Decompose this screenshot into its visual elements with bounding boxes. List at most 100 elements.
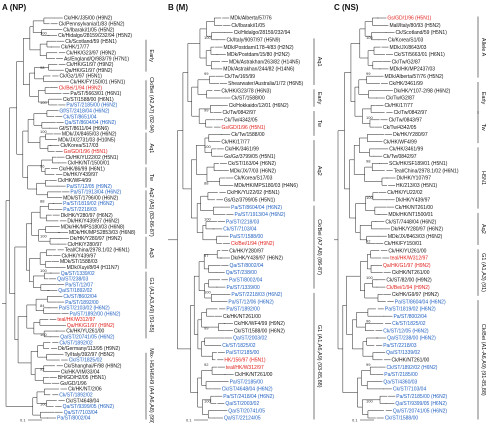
leaf-label: Dk/HK/Y107-2/98 (H6N2) [394, 88, 451, 94]
leaf-label: Pa/ST/8604/04 (H6N2) [231, 205, 282, 211]
leaf-label: Gs/GD/1/96 (H5N1) [64, 149, 108, 155]
bootstrap-value: 99 [366, 362, 371, 367]
leaf-label: MDk/Xuyi/8/04 (H11N7) [67, 265, 120, 271]
leaf-label: Qa/ST/2003/02 [225, 401, 259, 407]
leaf-label: Ck/HK/YU261/00 [66, 329, 104, 335]
leaf-label: MDk/Postdam/178-4/83 (H2N2) [223, 45, 293, 51]
leaf-label: Ck/ST/82/00 (H9N2) [386, 278, 432, 284]
leaf-label: Ck/HK/YU261/00 [388, 248, 426, 254]
leaf-label: Qa/ST/22124/05 [224, 416, 261, 422]
leaf-label: Pa/ST/2185/00 [384, 372, 418, 378]
bootstrap-value: 98 [366, 158, 371, 163]
leaf-label: MDk/JX/8465/03 (H6N2) [62, 132, 117, 138]
leaf-label: Ck/ST/1825/02 [392, 321, 426, 327]
bootstrap-value: 88 [40, 199, 45, 204]
leaf-label: teal/HK/W312/97 [226, 365, 264, 371]
leaf-label: Pa/ST/8002/04 [229, 278, 263, 284]
clade-label: Early [148, 49, 154, 62]
leaf-label: Ck/Scotland/59 (H5N1) [395, 30, 447, 36]
leaf-label: Pa/ST/1892/00 [65, 300, 99, 306]
leaf-label: Dk/Germany/113/95 (H9N2) [58, 346, 120, 352]
leaf-label: Ck/Ibaraki/1/05 (H5N2) [63, 27, 114, 33]
bootstrap-value: 99 [204, 71, 209, 76]
leaf-label: Pa/ST/2218/03 [63, 207, 97, 213]
leaf-label: Pa/ST/2218/03 (H6N2) [231, 292, 282, 298]
leaf-label: Ck/Tw/165/99 [225, 74, 256, 80]
leaf-label: Qa/HK/G1/97 (H9N2) [65, 68, 113, 74]
leaf-label: Ck/ST/8651/04 [63, 114, 97, 120]
leaf-label: As/England/Q/983/79 (H7N1) [64, 56, 129, 62]
bootstrap-value: 97 [204, 253, 209, 258]
leaf-label: Ck/ST/1588/00 (H6N1) [63, 97, 114, 103]
bootstrap-value: 92 [204, 362, 209, 367]
leaf-label: Ck/HK/3461/99 [389, 147, 423, 153]
leaf-label: Ck/HK/G23/78 (H6N3) [221, 88, 271, 94]
leaf-label: Ck/ST/1588/00 [385, 416, 419, 422]
leaf-label: Ck/Korea/S1/03 [388, 38, 424, 44]
leaf-label: Dk/HK/Y280/97 (H6N2) [391, 227, 443, 233]
clade-label: Ck/Bei (A7,A8) (86-87) [316, 219, 322, 275]
leaf-label: Ck/ST/1892/02 [59, 393, 93, 399]
clade-label: H5N1 [480, 171, 486, 185]
leaf-label: Pa/ST/2103/02 (H6N2) [59, 306, 110, 312]
leaf-label: Ck/ST/1588/00 [231, 96, 265, 102]
leaf-label: Ck/HK/VIM/33/04 [61, 369, 100, 375]
leaf-label: Dk/HK/Y439/97 [396, 198, 431, 204]
leaf-label: Pa/ST/1892/00 (H6N2) [70, 311, 121, 317]
bootstrap-value: 100 [40, 268, 47, 273]
leaf-label: Ck/HK/G1/97 (H9N2) [66, 62, 113, 68]
bootstrap-value: 100 [40, 401, 47, 406]
leaf-label: Ck/HK/G23/97 (H9N2) [66, 50, 116, 56]
leaf-label: Ck/ST/4648/04 [66, 398, 100, 404]
leaf-label: MDk/JX/8463/03 (H6N2) [388, 234, 443, 240]
leaf-label: Qa/ST/2003/02 [233, 336, 267, 342]
leaf-label: Pa/ST/1339/00 [226, 285, 260, 291]
leaf-label: Dk/HK/Y107/97 [397, 176, 432, 182]
leaf-label: Mall/Italy/80/93 (H5N2) [389, 23, 440, 29]
leaf-label: Qa/ST/20741/05 (H6N2) [60, 335, 115, 341]
bootstrap-value: 100 [204, 217, 211, 222]
leaf-label: Ck/Tw/G2/87 [386, 96, 415, 102]
leaf-label: MDk/JX/8643/03 [390, 45, 427, 51]
leaf-label: Ck/HK/NT261/00 [392, 270, 430, 276]
leaf-label: Pa/ST/8002/04 [393, 314, 427, 320]
leaf-label: Pa/ST/1913/04 (H6N2) [70, 190, 121, 196]
leaf-label: MDk/HK/NT1500/01 [388, 212, 433, 218]
leaf-label: Ck/Tw/4342/05 [224, 118, 258, 124]
bootstrap-value: 98 [40, 65, 45, 70]
leaf-label: Teal/China/2978.1/02 (H6N1) [394, 168, 459, 174]
bootstrap-value: 92 [40, 367, 45, 372]
clade-label: G1 (A1,A3) (91) [480, 253, 486, 292]
panel-title-ns: C (NS) [334, 3, 359, 12]
leaf-label: MDk/HK/MPS2853/03 (H6N8) [69, 230, 136, 236]
leaf-label: Qa/ST/1892/02 [58, 288, 92, 294]
leaf-label: Gs/GD/1/96 [60, 381, 87, 387]
scale-bar-label: 0.1 [352, 418, 358, 423]
clade-label: Aq1 [148, 144, 154, 154]
leaf-label: Ck/Tw/0842/97 [383, 154, 417, 160]
leaf-label: Shearwater/Australia/1/72 (H6N5) [228, 81, 303, 87]
leaf-label: Ck/Korea/S17/03 [234, 176, 272, 182]
leaf-label: Qa/ST/238/00 [226, 270, 257, 276]
leaf-label: Ck/HK/YU22/02 (H5N1) [65, 155, 118, 161]
bootstrap-value: 96 [40, 164, 45, 169]
leaf-label: Dk/HK/Y280/97 [393, 132, 428, 138]
bootstrap-value: 100 [366, 195, 373, 200]
leaf-label: Ck/HK/WF4/99 (H9N2) [234, 321, 285, 327]
leaf-label: Ck/HK/NT261/00 [395, 205, 433, 211]
leaf-label: MDk/Astrakhan/263/82 (H14N5) [229, 59, 300, 65]
leaf-label: MDk/HK/MPS180/03 (H6N8) [61, 224, 125, 230]
leaf-label: teal/HK/W312/97 [390, 256, 428, 262]
leaf-label: Ck/HK/Y439/97 [62, 253, 97, 259]
leaf-label: Ck/Ibaraki/1/05 [231, 23, 265, 29]
leaf-label: Pa/ST/2185/00 [230, 379, 264, 385]
leaf-label: Ck/ST/1825/02 [222, 343, 256, 349]
leaf-label: Ck/HK/17/77 [61, 45, 90, 51]
leaf-label: Ck/HK/FY150/01 [384, 241, 422, 247]
leaf-label: Ck/Pennsylvania/1/83 (H5N2) [59, 21, 125, 27]
leaf-label: Pa/ST/2185/00 (H6N2) [396, 394, 447, 400]
leaf-label: Ck/ST/1588/00 (H6N2) [234, 328, 285, 334]
leaf-label: Pa/ST/2185/00 (H6N2) [66, 103, 117, 109]
leaf-label: Gs/GD/1/96 (H5N1) [221, 125, 265, 131]
bootstrap-value: 92 [366, 238, 371, 243]
